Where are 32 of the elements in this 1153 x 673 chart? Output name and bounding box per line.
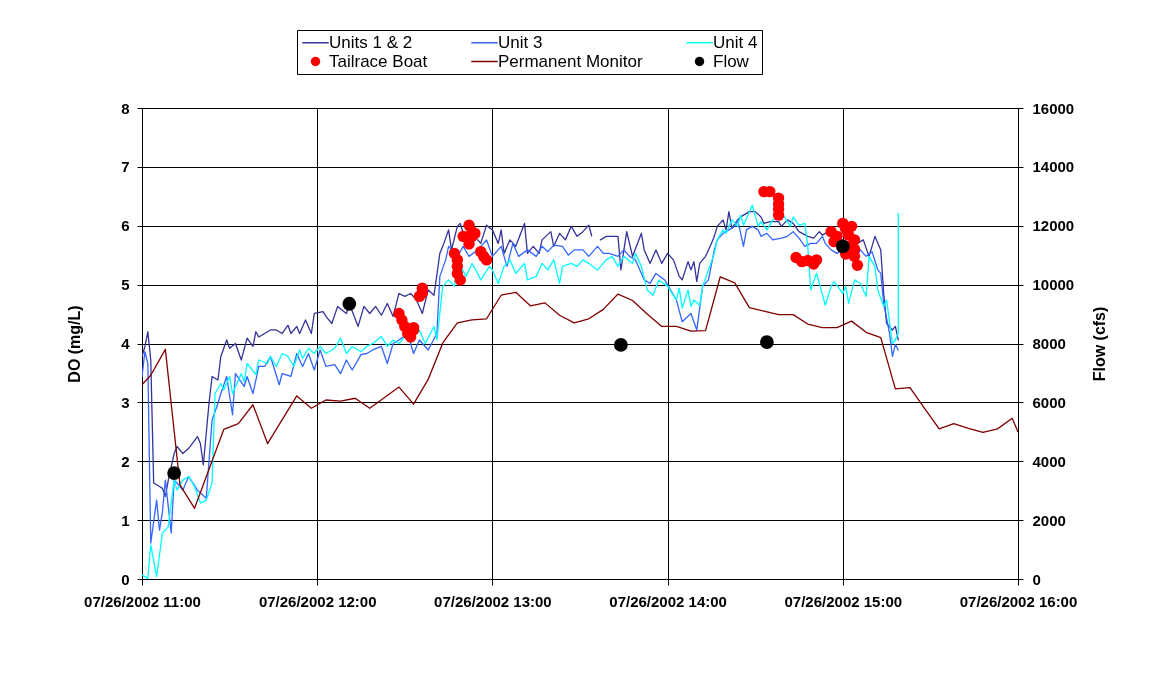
y2-tick-label: 12000 — [1032, 217, 1075, 235]
y-tick-label: 8 — [121, 99, 130, 117]
y-tick-label: 0 — [121, 570, 130, 588]
x-tick-label: 07/26/2002 16:00 — [959, 592, 1078, 610]
y2-tick-label: 6000 — [1032, 393, 1066, 411]
y-tick-label: 6 — [121, 217, 130, 235]
y-tick-label: 7 — [121, 158, 130, 176]
y-axis-title: DO (mg/L) — [66, 305, 84, 383]
y2-tick-label: 10000 — [1032, 276, 1075, 294]
x-tick-label: 07/26/2002 15:00 — [784, 592, 903, 610]
x-tick-label: 07/26/2002 14:00 — [609, 592, 727, 610]
y-tick-label: 2 — [121, 452, 130, 470]
legend-label: Units 1 & 2 — [329, 32, 413, 52]
legend-label: Permanent Monitor — [498, 51, 643, 71]
x-tick-label: 07/26/2002 12:00 — [258, 592, 377, 610]
y2-tick-label: 2000 — [1032, 511, 1066, 529]
y-tick-label: 4 — [121, 335, 131, 352]
y2-tick-label: 16000 — [1032, 99, 1075, 117]
y2-tick-label: 14000 — [1032, 158, 1075, 176]
x-tick-label: 07/26/2002 11:00 — [84, 592, 201, 610]
y2-tick-label: 0 — [1032, 570, 1041, 588]
legend-label: Tailrace Boat — [329, 51, 428, 71]
legend-label: Unit 3 — [498, 32, 543, 52]
y-tick-label: 3 — [121, 393, 130, 411]
y2-tick-label: 4000 — [1032, 452, 1066, 470]
y-tick-label: 5 — [121, 276, 130, 294]
legend-label: Flow — [713, 51, 750, 71]
y2-tick-label: 8000 — [1032, 335, 1066, 352]
x-tick-label: 07/26/2002 13:00 — [434, 592, 552, 610]
y2-axis-title: Flow (cfs) — [1091, 306, 1109, 382]
y-tick-label: 1 — [121, 511, 130, 529]
legend-label: Unit 4 — [713, 32, 758, 52]
